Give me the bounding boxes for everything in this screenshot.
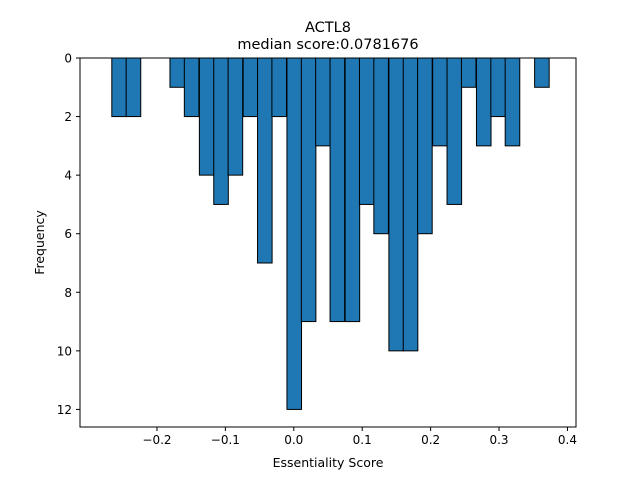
x-axis-ticks: −0.2 −0.1 0.0 0.1 0.2 0.3 0.4 [142,427,577,447]
x-tick-label: 0.0 [284,433,303,447]
histogram-bar [198,57,215,176]
y-tick-label: 0 [64,52,72,66]
histogram-bar [504,57,521,147]
bar-group [111,57,550,410]
y-tick-label: 4 [64,169,72,183]
histogram-bar [432,57,448,147]
x-tick-label: −0.2 [142,433,171,447]
histogram-bar [257,57,273,264]
histogram-bar [169,57,186,88]
histogram-bar [417,57,433,235]
histogram-bar [242,57,259,118]
histogram-bar [388,57,404,352]
y-tick-label: 6 [64,227,72,241]
chart-title: ACTL8 [305,20,351,36]
x-tick-label: 0.3 [489,433,508,447]
histogram-bar [329,57,346,323]
plot-frame [79,57,577,428]
x-tick-label: 0.1 [353,433,372,447]
histogram-bar [475,57,492,147]
y-tick-label: 2 [64,110,72,124]
histogram-bar [490,57,506,118]
chart-subtitle: median score:0.0781676 [237,37,418,53]
histogram-bar [446,57,463,205]
histogram-bar [402,57,419,352]
histogram-bar [373,57,389,235]
y-tick-label: 12 [57,403,72,417]
histogram-bar [358,57,375,205]
histogram-bar [125,57,142,118]
histogram-bar [213,57,229,205]
y-axis-ticks: 0 2 4 6 8 10 12 [57,52,80,417]
histogram-bar [315,57,331,147]
histogram-bar [271,57,287,118]
histogram-bar [227,57,244,176]
x-axis-label: Essentiality Score [273,455,384,470]
histogram-bar [460,57,477,88]
y-tick-label: 8 [64,286,72,300]
histogram-bar [183,57,200,118]
histogram-bar [344,57,361,323]
y-axis-label: Frequency [32,210,47,275]
histogram-bar [534,57,550,88]
histogram-bar [111,57,127,118]
x-tick-label: −0.1 [211,433,240,447]
x-tick-label: 0.2 [421,433,440,447]
histogram-bar [300,57,317,323]
y-tick-label: 10 [57,344,72,358]
histogram-bar [286,57,303,410]
x-tick-label: 0.4 [558,433,577,447]
